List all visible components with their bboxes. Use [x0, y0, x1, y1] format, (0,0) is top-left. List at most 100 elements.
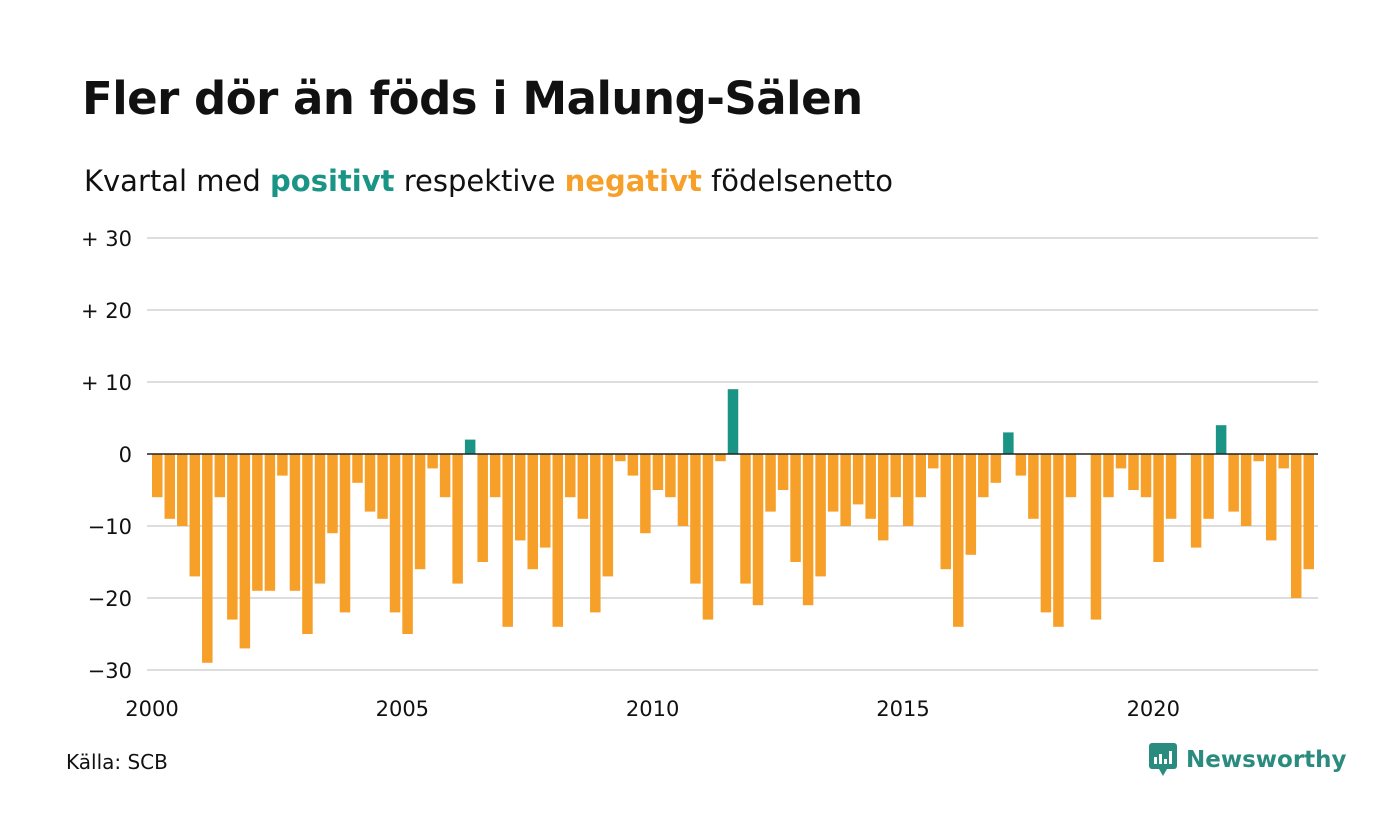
bar [214, 454, 226, 498]
bar [702, 454, 714, 620]
bar [928, 454, 939, 469]
bar [840, 454, 851, 526]
subtitle-prefix: Kvartal med [84, 164, 271, 198]
bar [1090, 454, 1102, 620]
bar [1028, 454, 1039, 519]
bar [1115, 454, 1127, 469]
bar [627, 454, 639, 476]
bar-chart: + 30 + 20 + 10 0 −10 −20 −30 2000 2005 2010 2015 20… [81, 227, 1318, 721]
bar [715, 454, 726, 462]
bar [752, 454, 764, 606]
bar [364, 454, 376, 512]
bar [615, 454, 626, 462]
bar [940, 454, 952, 570]
bar [565, 454, 576, 498]
bar [1128, 454, 1139, 490]
bar [1253, 454, 1264, 462]
bar [1215, 425, 1227, 454]
y-tick-label: 0 [119, 443, 132, 467]
bar [352, 454, 363, 483]
bar [965, 454, 977, 555]
bar [1140, 454, 1152, 498]
subtitle-positive-word: positivt [270, 164, 395, 198]
bar [1153, 454, 1164, 562]
bar [239, 454, 251, 649]
bar [652, 454, 664, 490]
chart-subtitle: Kvartal med positivt respektive negativt… [84, 164, 893, 198]
bar [1290, 454, 1302, 598]
bar [852, 454, 864, 505]
bar [865, 454, 876, 519]
bar [289, 454, 301, 591]
bar [277, 454, 288, 476]
bar [202, 454, 213, 663]
bar [552, 454, 564, 627]
bar [514, 454, 526, 541]
bar [327, 454, 338, 534]
bar [489, 454, 501, 498]
bar [1165, 454, 1177, 519]
subtitle-negative-word: negativt [564, 164, 702, 198]
bar [1065, 454, 1077, 498]
bar [1240, 454, 1252, 526]
chart-title: Fler dör än föds i Malung-Sälen [82, 72, 863, 125]
subtitle-suffix: födelsenetto [701, 164, 893, 198]
bar [727, 389, 739, 454]
bar [1303, 454, 1314, 570]
y-tick-label: + 20 [81, 299, 132, 323]
bars [152, 389, 1314, 663]
bar [665, 454, 676, 498]
bar [227, 454, 238, 620]
newsworthy-logo-icon [1149, 743, 1177, 776]
bar [427, 454, 438, 469]
bar [815, 454, 826, 577]
bar [602, 454, 614, 577]
bar [790, 454, 801, 562]
bar [1278, 454, 1289, 469]
y-tick-label: −20 [88, 587, 132, 611]
brand-logo[interactable]: Newsworthy [1148, 742, 1347, 778]
bar [452, 454, 463, 584]
axes: + 30 + 20 + 10 0 −10 −20 −30 2000 2005 2010 2015 20… [81, 227, 1318, 721]
bar [314, 454, 326, 584]
bar [677, 454, 689, 526]
bar [978, 454, 989, 498]
bar [402, 454, 413, 634]
brand-name: Newsworthy [1186, 747, 1347, 773]
bar [252, 454, 263, 591]
bar [590, 454, 601, 613]
bar [740, 454, 751, 584]
bar [189, 454, 201, 577]
bar [264, 454, 276, 591]
bar [302, 454, 313, 634]
bar [527, 454, 538, 570]
bar [1053, 454, 1064, 627]
bar [389, 454, 401, 613]
bar [1040, 454, 1052, 613]
bar [1265, 454, 1277, 541]
x-tick-label: 2015 [876, 697, 929, 721]
bar [890, 454, 901, 498]
bar [540, 454, 551, 548]
bar [902, 454, 914, 526]
bar [765, 454, 776, 512]
y-tick-label: −30 [88, 659, 132, 683]
bar [640, 454, 651, 534]
bar [1015, 454, 1027, 476]
source-note: Källa: SCB [66, 750, 168, 774]
x-tick-label: 2010 [626, 697, 679, 721]
bar [164, 454, 176, 519]
bar [690, 454, 701, 584]
bar [1228, 454, 1239, 512]
bar [1190, 454, 1202, 548]
subtitle-middle: respektive [394, 164, 565, 198]
bar [1103, 454, 1114, 498]
y-tick-label: + 30 [81, 227, 132, 251]
bar [915, 454, 926, 498]
bar [177, 454, 188, 526]
bar [577, 454, 589, 519]
y-tick-label: + 10 [81, 371, 132, 395]
bar [439, 454, 451, 498]
bar [414, 454, 426, 570]
bar [477, 454, 488, 562]
